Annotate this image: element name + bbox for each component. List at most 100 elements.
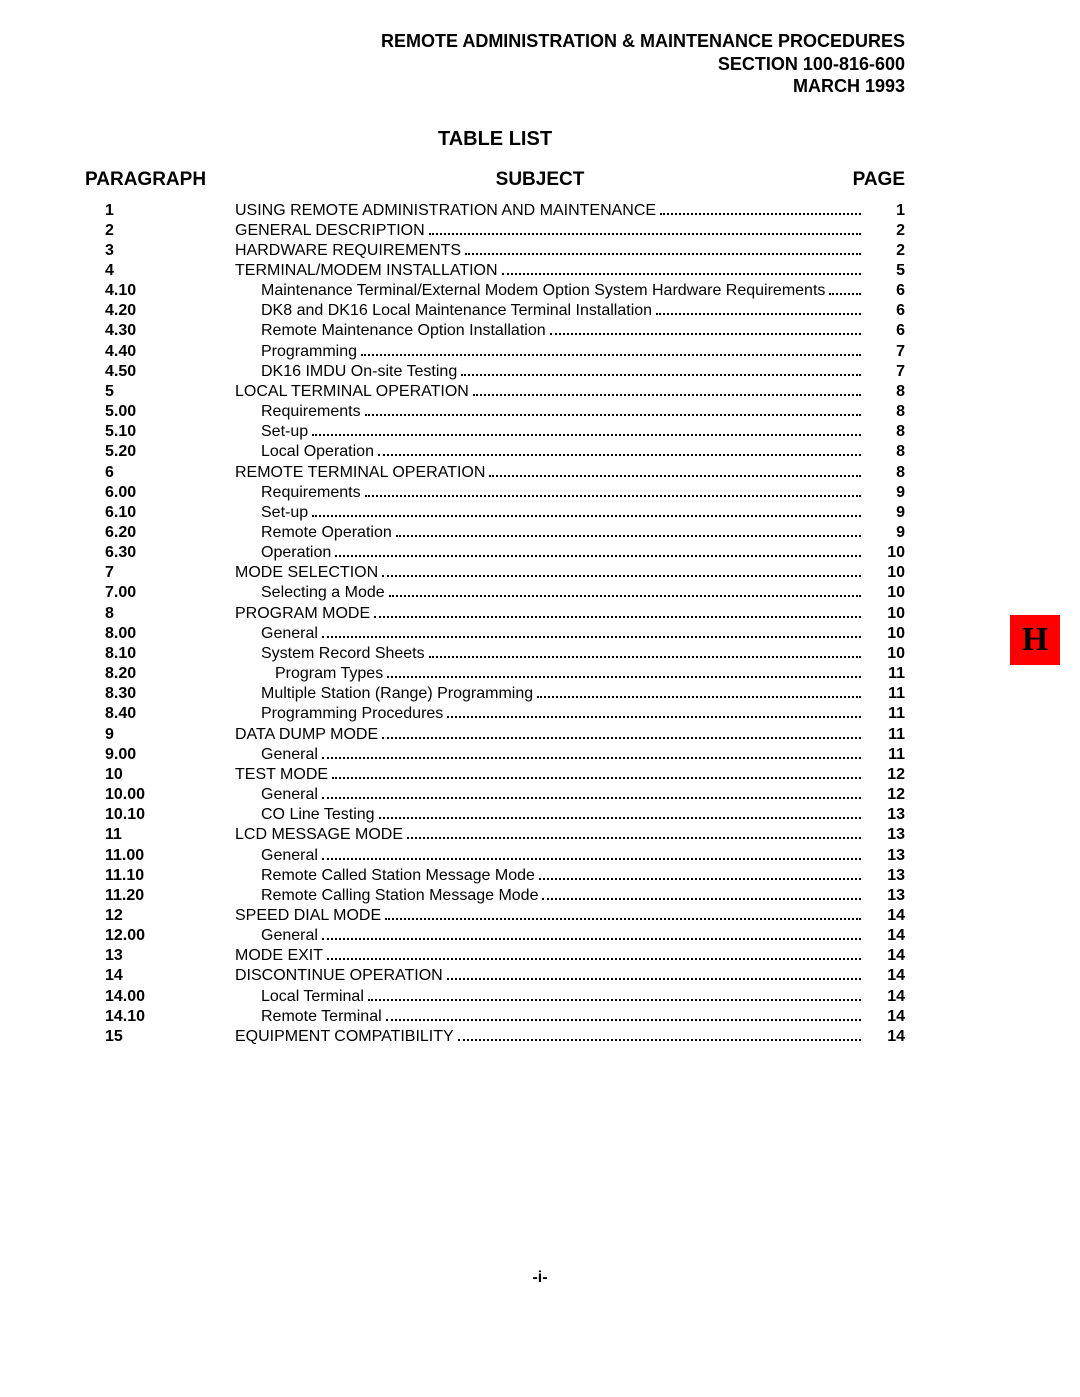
toc-subject-cell: HARDWARE REQUIREMENTS (235, 241, 865, 261)
toc-paragraph: 3 (85, 241, 235, 261)
toc-page-number: 5 (865, 261, 905, 281)
table-list-title: TABLE LIST (85, 128, 905, 151)
toc-subject-text: EQUIPMENT COMPATIBILITY (235, 1027, 454, 1047)
toc-page-number: 10 (865, 583, 905, 603)
toc-subject-cell: LOCAL TERMINAL OPERATION (235, 382, 865, 402)
toc-subject-cell: SPEED DIAL MODE (235, 906, 865, 926)
toc-leader-dots (429, 233, 861, 235)
toc-paragraph: 10.00 (85, 785, 235, 805)
toc-subject-cell: EQUIPMENT COMPATIBILITY (235, 1027, 865, 1047)
toc-row: 8.20Program Types11 (85, 664, 905, 684)
toc-subject-text: DK16 IMDU On-site Testing (235, 362, 457, 382)
toc-page-number: 8 (865, 442, 905, 462)
toc-subject-cell: Operation (235, 543, 865, 563)
toc-subject-text: Remote Maintenance Option Installation (235, 321, 546, 341)
toc-page-number: 10 (865, 624, 905, 644)
toc-subject-cell: REMOTE TERMINAL OPERATION (235, 463, 865, 483)
toc-paragraph: 12 (85, 906, 235, 926)
toc-subject-cell: CO Line Testing (235, 805, 865, 825)
toc-row: 12SPEED DIAL MODE14 (85, 906, 905, 926)
toc-paragraph: 14 (85, 966, 235, 986)
toc-subject-text: MODE EXIT (235, 946, 323, 966)
toc-paragraph: 9.00 (85, 745, 235, 765)
toc-leader-dots (473, 394, 861, 396)
toc-row: 8.30Multiple Station (Range) Programming… (85, 684, 905, 704)
toc-paragraph: 5.00 (85, 402, 235, 422)
toc-leader-dots (374, 616, 861, 618)
toc-paragraph: 8 (85, 604, 235, 624)
toc-page-number: 6 (865, 301, 905, 321)
toc-subject-cell: Set-up (235, 422, 865, 442)
toc-page-number: 11 (865, 664, 905, 684)
toc-row: 6.10Set-up9 (85, 503, 905, 523)
toc-subject-cell: Remote Calling Station Message Mode (235, 886, 865, 906)
toc-subject-cell: DK16 IMDU On-site Testing (235, 362, 865, 382)
toc-paragraph: 13 (85, 946, 235, 966)
toc-row: 7MODE SELECTION10 (85, 563, 905, 583)
toc-row: 14DISCONTINUE OPERATION14 (85, 966, 905, 986)
toc-paragraph: 1 (85, 201, 235, 221)
toc-leader-dots (447, 716, 861, 718)
toc-page-number: 8 (865, 402, 905, 422)
toc-leader-dots (361, 354, 861, 356)
toc-subject-text: Multiple Station (Range) Programming (235, 684, 533, 704)
toc-subject-text: Set-up (235, 422, 308, 442)
toc-subject-text: Local Operation (235, 442, 374, 462)
toc-subject-cell: MODE SELECTION (235, 563, 865, 583)
toc-row: 4TERMINAL/MODEM INSTALLATION5 (85, 261, 905, 281)
toc-row: 9DATA DUMP MODE11 (85, 725, 905, 745)
toc-paragraph: 11.10 (85, 866, 235, 886)
toc-row: 8PROGRAM MODE10 (85, 604, 905, 624)
toc-paragraph: 12.00 (85, 926, 235, 946)
toc-subject-text: LCD MESSAGE MODE (235, 825, 403, 845)
toc-subject-text: DISCONTINUE OPERATION (235, 966, 443, 986)
toc-leader-dots (429, 656, 861, 658)
toc-paragraph: 5.10 (85, 422, 235, 442)
header-line-2: SECTION 100-816-600 (85, 53, 905, 76)
toc-subject-cell: DATA DUMP MODE (235, 725, 865, 745)
toc-page-number: 14 (865, 1027, 905, 1047)
toc-page-number: 2 (865, 221, 905, 241)
toc-subject-text: Requirements (235, 402, 361, 422)
toc-leader-dots (379, 817, 861, 819)
toc-row: 7.00Selecting a Mode10 (85, 583, 905, 603)
toc-paragraph: 11.20 (85, 886, 235, 906)
toc-paragraph: 4.10 (85, 281, 235, 301)
toc-subject-text: General (235, 745, 318, 765)
toc-subject-text: Remote Called Station Message Mode (235, 866, 535, 886)
toc-leader-dots (322, 858, 861, 860)
toc-page-number: 11 (865, 725, 905, 745)
toc-page-number: 13 (865, 886, 905, 906)
toc-leader-dots (396, 535, 861, 537)
toc-leader-dots (368, 999, 861, 1001)
toc-leader-dots (365, 414, 861, 416)
toc-subject-text: Requirements (235, 483, 361, 503)
toc-subject-cell: General (235, 846, 865, 866)
toc-page-number: 9 (865, 523, 905, 543)
toc-paragraph: 6 (85, 463, 235, 483)
toc-paragraph: 4.20 (85, 301, 235, 321)
toc-subject-cell: Remote Maintenance Option Installation (235, 321, 865, 341)
toc-subject-text: General (235, 624, 318, 644)
toc-subject-text: Remote Calling Station Message Mode (235, 886, 538, 906)
toc-subject-cell: Maintenance Terminal/External Modem Opti… (235, 281, 865, 301)
toc-page-number: 10 (865, 604, 905, 624)
toc-subject-cell: System Record Sheets (235, 644, 865, 664)
toc-paragraph: 4 (85, 261, 235, 281)
page-footer: -i- (0, 1269, 1080, 1287)
toc-subject-text: Maintenance Terminal/External Modem Opti… (235, 281, 825, 301)
toc-leader-dots (660, 213, 861, 215)
toc-leader-dots (382, 575, 861, 577)
toc-page-number: 14 (865, 926, 905, 946)
toc-row: 11LCD MESSAGE MODE13 (85, 825, 905, 845)
toc-row: 11.00General13 (85, 846, 905, 866)
toc-subject-cell: DISCONTINUE OPERATION (235, 966, 865, 986)
toc-subject-text: TEST MODE (235, 765, 328, 785)
toc-paragraph: 7 (85, 563, 235, 583)
toc-subject-cell: Requirements (235, 483, 865, 503)
toc-leader-dots (387, 676, 861, 678)
section-tab-label: H (1022, 621, 1048, 658)
toc-paragraph: 8.40 (85, 704, 235, 724)
toc-row: 13MODE EXIT14 (85, 946, 905, 966)
document-page: REMOTE ADMINISTRATION & MAINTENANCE PROC… (0, 0, 1080, 1397)
